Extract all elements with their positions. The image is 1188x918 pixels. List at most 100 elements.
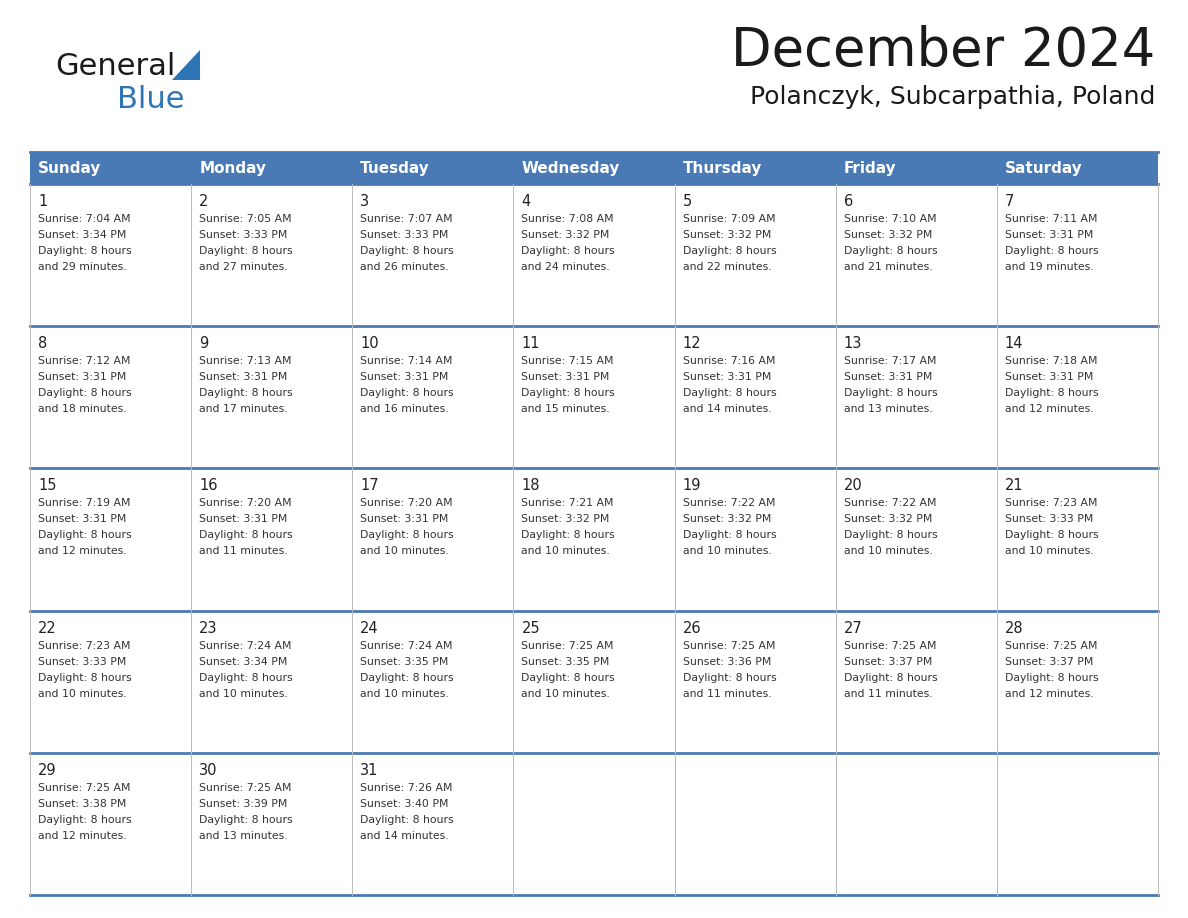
Text: 19: 19 <box>683 478 701 493</box>
Text: 8: 8 <box>38 336 48 352</box>
Text: and 12 minutes.: and 12 minutes. <box>1005 688 1093 699</box>
Text: Blue: Blue <box>116 85 184 114</box>
Text: Daylight: 8 hours: Daylight: 8 hours <box>1005 388 1099 398</box>
Text: Sunrise: 7:22 AM: Sunrise: 7:22 AM <box>843 498 936 509</box>
Bar <box>675 326 835 468</box>
Text: Sunrise: 7:23 AM: Sunrise: 7:23 AM <box>38 641 131 651</box>
Text: Sunset: 3:35 PM: Sunset: 3:35 PM <box>360 656 449 666</box>
Text: and 14 minutes.: and 14 minutes. <box>360 831 449 841</box>
Text: Sunset: 3:33 PM: Sunset: 3:33 PM <box>200 230 287 240</box>
Text: Daylight: 8 hours: Daylight: 8 hours <box>1005 673 1099 683</box>
Text: Daylight: 8 hours: Daylight: 8 hours <box>360 815 454 824</box>
Text: Sunrise: 7:21 AM: Sunrise: 7:21 AM <box>522 498 614 509</box>
Text: Sunset: 3:31 PM: Sunset: 3:31 PM <box>38 372 126 382</box>
Text: Sunset: 3:36 PM: Sunset: 3:36 PM <box>683 656 771 666</box>
Bar <box>353 610 513 753</box>
Text: 14: 14 <box>1005 336 1023 352</box>
Text: Daylight: 8 hours: Daylight: 8 hours <box>200 246 292 256</box>
Text: and 10 minutes.: and 10 minutes. <box>38 688 127 699</box>
Text: Daylight: 8 hours: Daylight: 8 hours <box>843 246 937 256</box>
Text: Sunrise: 7:25 AM: Sunrise: 7:25 AM <box>1005 641 1098 651</box>
Text: and 13 minutes.: and 13 minutes. <box>200 831 287 841</box>
Text: Daylight: 8 hours: Daylight: 8 hours <box>522 388 615 398</box>
Text: Daylight: 8 hours: Daylight: 8 hours <box>38 388 132 398</box>
Text: 6: 6 <box>843 194 853 209</box>
Text: Sunset: 3:34 PM: Sunset: 3:34 PM <box>38 230 126 240</box>
Text: and 12 minutes.: and 12 minutes. <box>1005 404 1093 414</box>
Text: 21: 21 <box>1005 478 1024 493</box>
Text: 29: 29 <box>38 763 57 778</box>
Text: Sunset: 3:32 PM: Sunset: 3:32 PM <box>843 230 933 240</box>
Bar <box>191 184 353 326</box>
Text: Sunset: 3:31 PM: Sunset: 3:31 PM <box>522 372 609 382</box>
Text: Sunset: 3:32 PM: Sunset: 3:32 PM <box>843 514 933 524</box>
Text: Sunrise: 7:25 AM: Sunrise: 7:25 AM <box>200 783 291 793</box>
Text: 2: 2 <box>200 194 209 209</box>
Bar <box>997 610 1158 753</box>
Text: Sunset: 3:31 PM: Sunset: 3:31 PM <box>1005 372 1093 382</box>
Text: and 14 minutes.: and 14 minutes. <box>683 404 771 414</box>
Text: Sunset: 3:38 PM: Sunset: 3:38 PM <box>38 799 126 809</box>
Text: Sunset: 3:35 PM: Sunset: 3:35 PM <box>522 656 609 666</box>
Bar <box>30 184 191 326</box>
Text: Sunrise: 7:11 AM: Sunrise: 7:11 AM <box>1005 214 1098 224</box>
Text: Wednesday: Wednesday <box>522 161 620 175</box>
Text: Daylight: 8 hours: Daylight: 8 hours <box>200 673 292 683</box>
Text: Sunrise: 7:07 AM: Sunrise: 7:07 AM <box>360 214 453 224</box>
Bar <box>191 753 353 895</box>
Text: Sunrise: 7:25 AM: Sunrise: 7:25 AM <box>38 783 131 793</box>
Text: and 10 minutes.: and 10 minutes. <box>522 546 611 556</box>
Bar <box>675 753 835 895</box>
Text: Daylight: 8 hours: Daylight: 8 hours <box>200 388 292 398</box>
Text: Sunset: 3:37 PM: Sunset: 3:37 PM <box>1005 656 1093 666</box>
Bar <box>835 184 997 326</box>
Text: Sunrise: 7:12 AM: Sunrise: 7:12 AM <box>38 356 131 366</box>
Text: 9: 9 <box>200 336 208 352</box>
Text: Monday: Monday <box>200 161 266 175</box>
Bar <box>191 610 353 753</box>
Text: and 12 minutes.: and 12 minutes. <box>38 546 127 556</box>
Text: Sunrise: 7:16 AM: Sunrise: 7:16 AM <box>683 356 775 366</box>
Bar <box>30 326 191 468</box>
Text: Daylight: 8 hours: Daylight: 8 hours <box>683 388 776 398</box>
Text: Sunset: 3:31 PM: Sunset: 3:31 PM <box>200 372 287 382</box>
Text: and 17 minutes.: and 17 minutes. <box>200 404 287 414</box>
Text: Sunset: 3:31 PM: Sunset: 3:31 PM <box>843 372 933 382</box>
Bar <box>30 610 191 753</box>
Text: Sunrise: 7:08 AM: Sunrise: 7:08 AM <box>522 214 614 224</box>
Text: Sunset: 3:33 PM: Sunset: 3:33 PM <box>1005 514 1093 524</box>
Text: Sunset: 3:31 PM: Sunset: 3:31 PM <box>683 372 771 382</box>
Text: General: General <box>55 52 176 81</box>
Text: Daylight: 8 hours: Daylight: 8 hours <box>683 673 776 683</box>
Text: 5: 5 <box>683 194 691 209</box>
Text: Sunday: Sunday <box>38 161 101 175</box>
Bar <box>675 184 835 326</box>
Bar <box>675 468 835 610</box>
Text: and 22 minutes.: and 22 minutes. <box>683 262 771 272</box>
Text: and 11 minutes.: and 11 minutes. <box>200 546 287 556</box>
Text: Daylight: 8 hours: Daylight: 8 hours <box>683 531 776 541</box>
Polygon shape <box>172 50 200 80</box>
Text: Sunrise: 7:19 AM: Sunrise: 7:19 AM <box>38 498 131 509</box>
Bar <box>997 184 1158 326</box>
Text: 4: 4 <box>522 194 531 209</box>
Text: Daylight: 8 hours: Daylight: 8 hours <box>200 815 292 824</box>
Text: 26: 26 <box>683 621 701 635</box>
Text: and 16 minutes.: and 16 minutes. <box>360 404 449 414</box>
Bar <box>30 152 1158 184</box>
Bar <box>353 184 513 326</box>
Text: Daylight: 8 hours: Daylight: 8 hours <box>360 673 454 683</box>
Bar <box>835 326 997 468</box>
Bar <box>513 610 675 753</box>
Text: and 12 minutes.: and 12 minutes. <box>38 831 127 841</box>
Bar <box>835 610 997 753</box>
Text: Thursday: Thursday <box>683 161 762 175</box>
Text: and 15 minutes.: and 15 minutes. <box>522 404 611 414</box>
Text: Sunrise: 7:24 AM: Sunrise: 7:24 AM <box>360 641 453 651</box>
Text: Sunrise: 7:20 AM: Sunrise: 7:20 AM <box>360 498 453 509</box>
Bar <box>997 753 1158 895</box>
Text: Sunrise: 7:25 AM: Sunrise: 7:25 AM <box>522 641 614 651</box>
Text: Daylight: 8 hours: Daylight: 8 hours <box>360 388 454 398</box>
Text: and 21 minutes.: and 21 minutes. <box>843 262 933 272</box>
Text: Daylight: 8 hours: Daylight: 8 hours <box>200 531 292 541</box>
